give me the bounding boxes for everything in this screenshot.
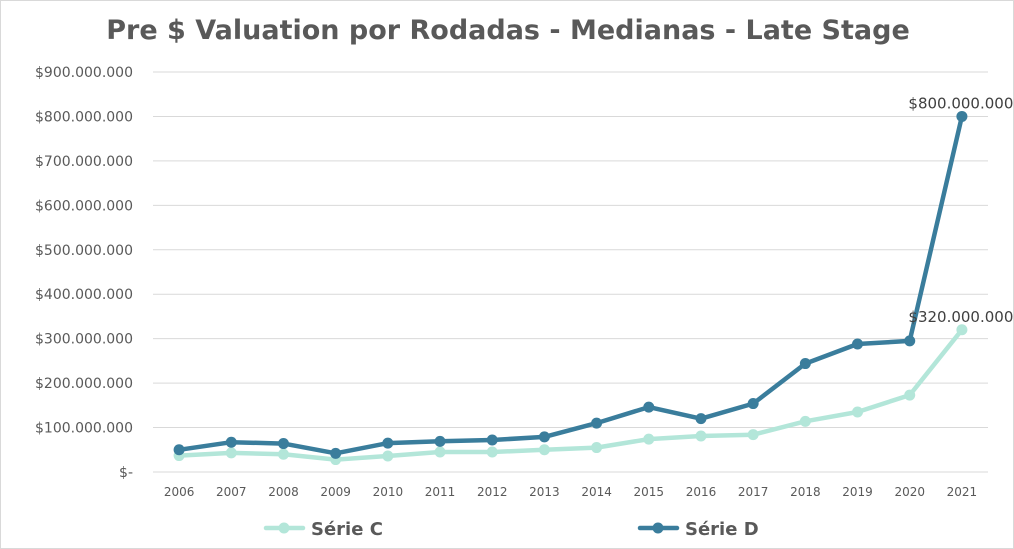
x-tick-label: 2020 xyxy=(894,485,925,499)
x-tick-label: 2016 xyxy=(686,485,717,499)
x-tick-label: 2018 xyxy=(790,485,821,499)
data-point xyxy=(904,335,916,347)
series-line xyxy=(176,114,965,456)
data-point xyxy=(225,436,237,448)
x-tick-label: 2007 xyxy=(216,485,247,499)
y-tick-label: $800.000.000 xyxy=(35,109,133,125)
data-point xyxy=(643,401,655,413)
data-point xyxy=(695,413,707,425)
x-tick-label: 2014 xyxy=(581,485,612,499)
x-tick-label: 2008 xyxy=(268,485,299,499)
legend: Série C Série D xyxy=(263,519,759,540)
data-point xyxy=(852,406,864,418)
x-tick-label: 2013 xyxy=(529,485,560,499)
legend-marker xyxy=(278,522,290,534)
data-point xyxy=(382,437,394,449)
data-point xyxy=(173,444,185,456)
x-tick-label: 2019 xyxy=(842,485,873,499)
data-point xyxy=(434,446,446,458)
y-axis-tick-labels: $- $100.000.000 $200.000.000 $300.000.000 $4… xyxy=(35,65,133,481)
series-line xyxy=(176,327,965,462)
data-point xyxy=(538,444,550,456)
data-point xyxy=(486,434,498,446)
gridlines xyxy=(153,71,988,473)
y-tick-label: $- xyxy=(119,465,133,481)
data-point xyxy=(852,338,864,350)
legend-label: Série C xyxy=(311,519,383,540)
x-tick-label: 2015 xyxy=(634,485,665,499)
x-axis-tick-labels: 2006 2007 2008 2009 2010 2011 2012 2013 2014 2015… xyxy=(164,485,977,499)
x-tick-label: 2009 xyxy=(320,485,351,499)
y-tick-label: $400.000.000 xyxy=(35,287,133,303)
data-point xyxy=(330,447,342,459)
data-point xyxy=(225,447,237,459)
data-point xyxy=(747,398,759,410)
y-tick-label: $300.000.000 xyxy=(35,332,133,348)
x-tick-label: 2012 xyxy=(477,485,508,499)
y-tick-label: $700.000.000 xyxy=(35,154,133,170)
x-tick-label: 2017 xyxy=(738,485,769,499)
series-serie-d xyxy=(173,110,968,459)
data-point xyxy=(799,358,811,370)
data-point xyxy=(747,429,759,441)
data-point xyxy=(591,442,603,454)
x-tick-label: 2006 xyxy=(164,485,195,499)
data-labels: $320.000.000 $800.000.000 xyxy=(908,94,1013,325)
data-point xyxy=(486,446,498,458)
x-tick-label: 2011 xyxy=(425,485,456,499)
data-point xyxy=(643,433,655,445)
legend-marker xyxy=(652,522,664,534)
data-point xyxy=(695,430,707,442)
data-point xyxy=(799,415,811,427)
data-label: $800.000.000 xyxy=(908,94,1013,112)
data-point xyxy=(591,417,603,429)
legend-entry: Série C xyxy=(263,519,383,540)
y-tick-label: $200.000.000 xyxy=(35,376,133,392)
y-tick-label: $100.000.000 xyxy=(35,421,133,437)
x-tick-label: 2010 xyxy=(373,485,404,499)
data-point xyxy=(277,438,289,450)
data-point xyxy=(904,389,916,401)
legend-entry: Série D xyxy=(637,519,759,540)
y-tick-label: $900.000.000 xyxy=(35,65,133,81)
data-point xyxy=(956,110,968,122)
series-serie-c xyxy=(173,324,968,466)
data-label: $320.000.000 xyxy=(908,308,1013,326)
y-tick-label: $500.000.000 xyxy=(35,243,133,259)
data-point xyxy=(277,448,289,460)
y-tick-label: $600.000.000 xyxy=(35,198,133,214)
data-point xyxy=(382,450,394,462)
data-point xyxy=(434,435,446,447)
legend-label: Série D xyxy=(685,519,759,540)
series-lines xyxy=(173,110,968,466)
data-point xyxy=(956,324,968,336)
data-point xyxy=(538,431,550,443)
chart-title: Pre $ Valuation por Rodadas - Medianas -… xyxy=(106,15,910,46)
x-tick-label: 2021 xyxy=(947,485,978,499)
